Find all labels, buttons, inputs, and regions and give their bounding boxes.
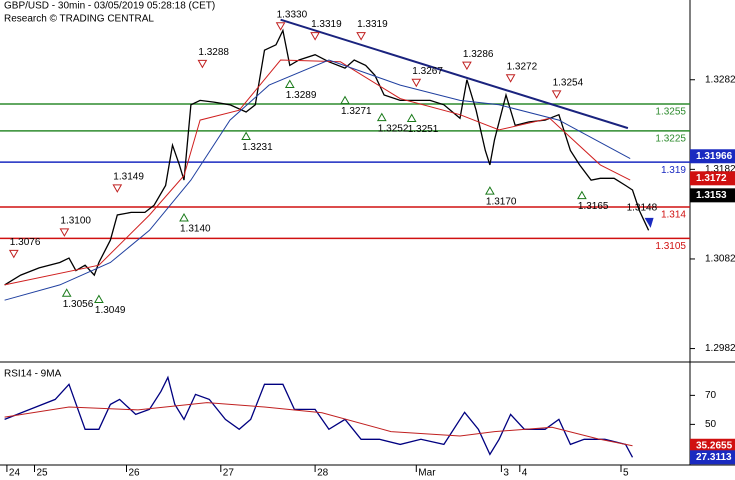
price-tag xyxy=(690,171,735,186)
level-label: 1.3225 xyxy=(655,133,686,144)
target-label: 1.3148 xyxy=(627,202,658,213)
price-tag xyxy=(690,149,735,164)
low-marker xyxy=(376,112,387,122)
low-label: 1.3165 xyxy=(578,201,609,212)
high-label: 1.3286 xyxy=(463,49,494,60)
chart-title: GBP/USD - 30min - 03/05/2019 05:28:18 (C… xyxy=(4,1,215,12)
high-label: 1.3267 xyxy=(412,66,443,77)
target-arrow xyxy=(644,217,654,228)
y-tick-label: 1.3082 xyxy=(705,254,735,265)
price-tag xyxy=(690,188,735,203)
high-label: 1.3272 xyxy=(507,61,538,72)
high-marker xyxy=(59,228,70,237)
x-tick-label: 27 xyxy=(223,468,235,479)
low-marker xyxy=(485,186,495,195)
x-tick-label: 24 xyxy=(9,468,21,479)
high-marker xyxy=(356,32,366,41)
high-label: 1.3319 xyxy=(311,19,342,30)
low-label: 1.3231 xyxy=(242,142,273,153)
x-tick-label: 25 xyxy=(37,468,49,479)
low-marker xyxy=(340,95,350,105)
high-marker xyxy=(551,90,562,99)
low-label: 1.3049 xyxy=(95,305,126,316)
level-label: 1.314 xyxy=(661,210,686,221)
price-tag-label: 1.3153 xyxy=(696,190,727,201)
price-tag-label: 27.3113 xyxy=(696,452,732,463)
low-label: 1.3251 xyxy=(408,124,439,135)
y-tick-label: 1.3182 xyxy=(705,164,735,175)
x-tick-label: 28 xyxy=(317,468,329,479)
x-tick-label: 3 xyxy=(503,468,509,479)
low-label: 1.3271 xyxy=(341,106,372,117)
level-label: 1.3105 xyxy=(655,241,686,252)
high-label: 1.3076 xyxy=(10,237,41,248)
high-marker xyxy=(112,184,123,193)
low-marker xyxy=(241,131,251,140)
price-tag-label: 35.2655 xyxy=(696,440,733,451)
series-line xyxy=(4,59,631,301)
trend-line xyxy=(280,18,629,130)
low-label: 1.3140 xyxy=(180,224,211,235)
low-label: 1.3289 xyxy=(286,90,317,101)
high-marker xyxy=(411,78,422,88)
x-tick-label: 26 xyxy=(129,468,141,479)
level-label: 1.3255 xyxy=(655,107,686,118)
low-label: 1.3252 xyxy=(378,123,409,134)
y-tick-label: 50 xyxy=(705,419,717,430)
pane-title: RSI14 - 9MA xyxy=(4,369,62,380)
series-line xyxy=(4,402,633,447)
high-label: 1.3100 xyxy=(60,215,91,226)
high-marker xyxy=(505,74,516,83)
price-tag-label: 1.31966 xyxy=(696,151,733,162)
low-marker xyxy=(284,79,295,88)
high-marker xyxy=(8,249,19,259)
x-tick-label: Mar xyxy=(418,468,436,479)
price-tag-label: 1.3172 xyxy=(696,173,727,184)
low-marker xyxy=(94,294,104,304)
low-label: 1.3170 xyxy=(486,197,517,208)
y-tick-label: 1.3282 xyxy=(705,74,735,85)
low-marker xyxy=(179,212,189,222)
high-label: 1.3149 xyxy=(113,172,144,183)
price-tag xyxy=(690,450,735,465)
high-label: 1.3288 xyxy=(198,47,229,58)
high-label: 1.3319 xyxy=(357,19,388,30)
level-label: 1.319 xyxy=(661,165,686,176)
low-marker xyxy=(406,113,417,123)
x-tick-label: 4 xyxy=(522,468,528,479)
high-label: 1.3330 xyxy=(277,9,308,20)
y-tick-label: 1.2982 xyxy=(705,343,735,354)
high-label: 1.3254 xyxy=(553,77,584,88)
low-label: 1.3056 xyxy=(63,299,94,310)
x-tick-label: 5 xyxy=(623,468,629,479)
price-tag xyxy=(690,438,735,453)
series-line xyxy=(4,59,631,286)
y-tick-label: 70 xyxy=(705,390,717,401)
low-marker xyxy=(577,190,587,200)
high-marker xyxy=(310,32,320,41)
high-marker xyxy=(197,59,208,69)
low-marker xyxy=(61,288,72,297)
high-marker xyxy=(275,22,286,31)
chart-subtitle: Research © TRADING CENTRAL xyxy=(4,14,154,25)
high-marker xyxy=(462,61,472,71)
